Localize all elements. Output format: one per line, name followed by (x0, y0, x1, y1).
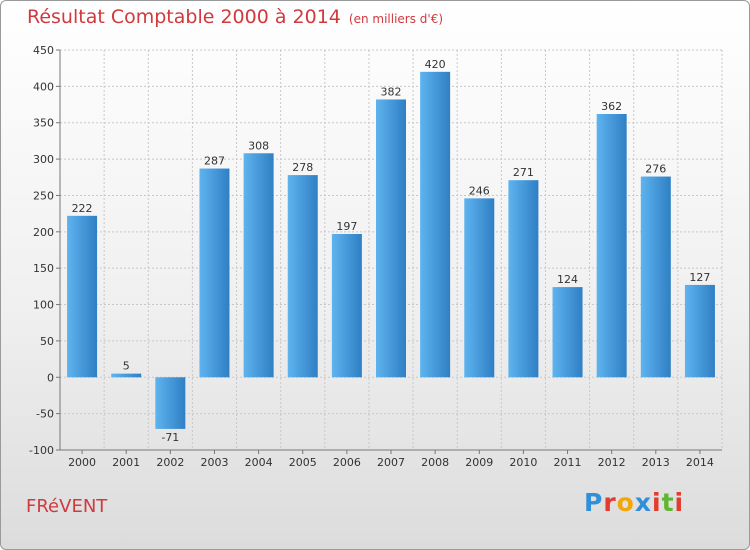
data-label-2002: -71 (161, 431, 179, 444)
chart-title-text: Résultat Comptable 2000 à 2014 (27, 6, 341, 28)
data-label-2012: 362 (601, 100, 622, 113)
bar-2006 (331, 234, 362, 378)
grid-lines (59, 49, 723, 451)
bars (67, 71, 715, 429)
y-tick-label: 350 (33, 117, 54, 130)
y-tick-label: 300 (33, 153, 54, 166)
x-tick-label: 2014 (686, 456, 714, 469)
y-tick-label: -100 (29, 444, 54, 457)
bar-2013 (640, 176, 671, 378)
x-tick-label: 2002 (156, 456, 184, 469)
x-tick-label: 2007 (377, 456, 405, 469)
logo-letter: P (584, 488, 604, 517)
data-label-2003: 287 (204, 155, 225, 168)
y-tick-label: 50 (40, 335, 54, 348)
bar-2002 (155, 377, 186, 429)
x-tick-label: 2013 (642, 456, 670, 469)
logo-letter: o (616, 488, 635, 517)
data-label-2007: 382 (381, 85, 402, 98)
x-tick-label: 2008 (421, 456, 449, 469)
x-tick-label: 2004 (245, 456, 273, 469)
data-label-2001: 5 (123, 360, 130, 373)
y-tick-label: 100 (33, 299, 54, 312)
y-tick-label: 400 (33, 80, 54, 93)
x-tick-labels: 2000 2001 2002 2003 2004 2005 2006 2007 2008 2009… (68, 456, 714, 469)
y-tick-labels: -100 -50 0 50 100 150 200 250 300 350 400 450 (29, 44, 54, 457)
y-tick-label: 450 (33, 44, 54, 57)
bar-2012 (596, 114, 627, 378)
logo-letter: i (674, 488, 685, 517)
x-tick-label: 2005 (289, 456, 317, 469)
bar-2011 (552, 287, 583, 378)
axes (56, 49, 722, 454)
bar-2008 (420, 71, 451, 378)
bar-2001 (111, 373, 142, 378)
data-label-2014: 127 (689, 271, 710, 284)
bar-2009 (464, 198, 495, 378)
logo-letter: i (652, 488, 662, 517)
x-tick-label: 2010 (509, 456, 537, 469)
chart-title: Résultat Comptable 2000 à 2014 (en millie… (27, 6, 443, 28)
unit-note: (en milliers d'€) (348, 12, 444, 26)
data-label-2013: 276 (645, 163, 666, 176)
bar-2014 (684, 284, 715, 378)
x-tick-label: 2006 (333, 456, 361, 469)
bar-2004 (243, 153, 274, 378)
bar-2005 (287, 175, 318, 378)
x-tick-label: 2012 (598, 456, 626, 469)
data-label-2009: 246 (469, 184, 490, 197)
logo-letter: x (634, 488, 652, 517)
data-label-2008: 420 (425, 58, 446, 71)
y-tick-label: 150 (33, 262, 54, 275)
data-label-2004: 308 (248, 139, 269, 152)
data-label-2006: 197 (336, 220, 357, 233)
bar-2003 (199, 168, 230, 378)
bar-2010 (508, 180, 539, 378)
data-label-2000: 222 (72, 202, 93, 215)
proxiti-logo: Proxiti (584, 488, 684, 517)
data-label-2011: 124 (557, 273, 578, 286)
logo-letter: t (661, 488, 675, 517)
x-tick-label: 2011 (554, 456, 582, 469)
commune-name: FRéVENT (26, 496, 108, 517)
data-labels: 222 5 -71 287 308 278 197 382 420 246 271 124 362 276… (72, 58, 711, 444)
x-tick-label: 2003 (200, 456, 228, 469)
data-label-2005: 278 (292, 161, 313, 174)
x-tick-label: 2009 (465, 456, 493, 469)
y-tick-label: 250 (33, 189, 54, 202)
bar-2007 (376, 99, 406, 378)
x-tick-label: 2000 (68, 456, 96, 469)
bar-2000 (67, 215, 98, 378)
y-tick-label: 0 (47, 371, 54, 384)
y-tick-label: 200 (33, 226, 54, 239)
logo-letter: r (603, 488, 617, 517)
x-tick-label: 2001 (112, 456, 140, 469)
data-label-2010: 271 (513, 166, 534, 179)
y-tick-label: -50 (36, 408, 54, 421)
